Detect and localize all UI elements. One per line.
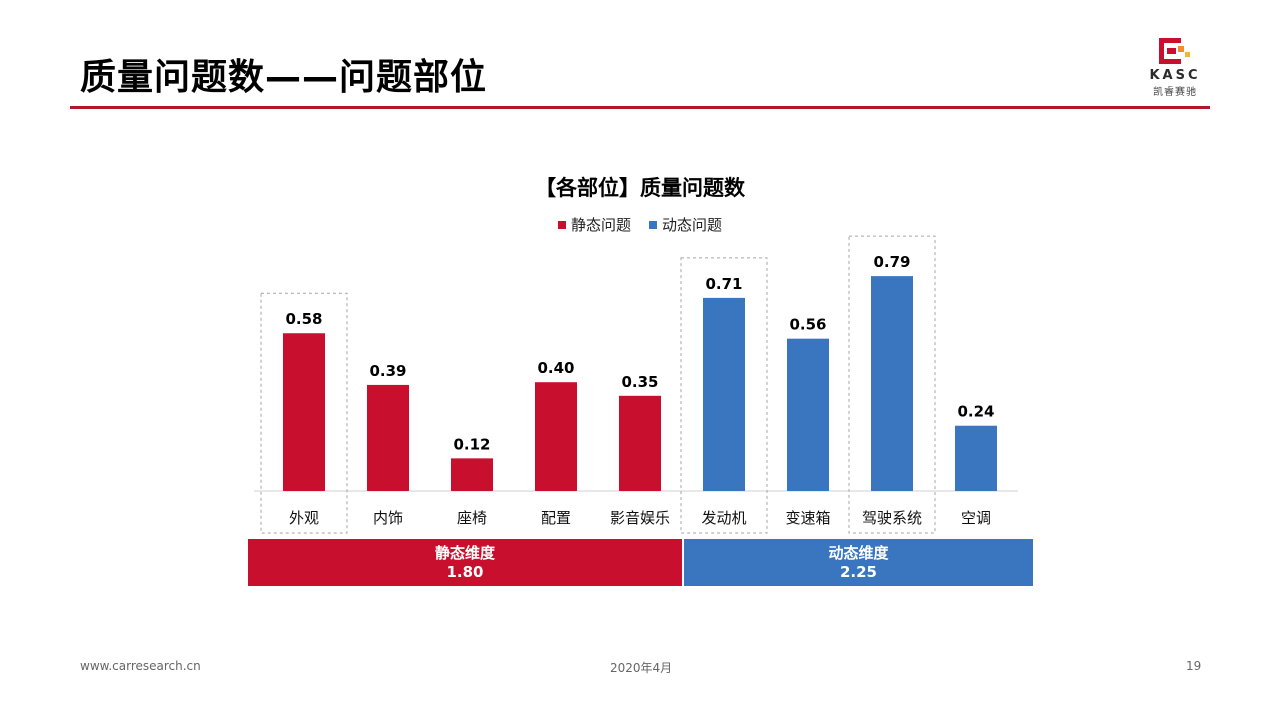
static-dimension-label: 静态维度 <box>434 543 495 562</box>
dynamic-dimension-band: 动态维度 2.25 <box>684 539 1033 586</box>
page-title: 质量问题数——问题部位 <box>80 57 488 98</box>
legend-item-dynamic: 动态问题 <box>649 214 722 235</box>
data-label-驾驶系统: 0.79 <box>873 253 910 271</box>
legend-swatch-static <box>557 220 566 229</box>
data-label-变速箱: 0.56 <box>789 316 826 334</box>
bar-外观 <box>283 333 325 491</box>
data-label-内饰: 0.39 <box>369 362 406 380</box>
bar-驾驶系统 <box>871 276 913 491</box>
logo-mark-icon <box>1159 38 1190 64</box>
category-label-空调: 空调 <box>961 509 991 527</box>
chart-title: 【各部位】质量问题数 <box>535 176 745 200</box>
dynamic-dimension-label: 动态维度 <box>828 543 889 562</box>
highlight-box-发动机 <box>680 257 768 534</box>
data-label-发动机: 0.71 <box>705 275 742 293</box>
category-label-变速箱: 变速箱 <box>785 509 830 527</box>
dynamic-dimension-value: 2.25 <box>839 562 877 581</box>
bar-发动机 <box>703 297 745 491</box>
data-label-外观: 0.58 <box>285 310 322 328</box>
legend-item-static: 静态问题 <box>557 214 631 235</box>
category-label-驾驶系统: 驾驶系统 <box>862 509 922 527</box>
category-label-外观: 外观 <box>289 509 319 527</box>
category-label-发动机: 发动机 <box>701 509 746 527</box>
logo-subtitle: 凯睿赛驰 <box>1153 87 1197 98</box>
bar-空调 <box>955 425 997 491</box>
category-label-影音娱乐: 影音娱乐 <box>610 509 670 527</box>
footer-website: www.carresearch.cn <box>80 659 201 673</box>
bar-内饰 <box>367 384 409 491</box>
category-label-配置: 配置 <box>541 509 571 527</box>
data-label-影音娱乐: 0.35 <box>621 373 658 391</box>
footer-page-number: 19 <box>1186 659 1202 673</box>
static-dimension-band: 静态维度 1.80 <box>248 539 682 586</box>
legend-label-static: 静态问题 <box>570 216 631 234</box>
legend-label-dynamic: 动态问题 <box>662 216 723 234</box>
category-label-内饰: 内饰 <box>373 509 403 527</box>
title-underline <box>70 106 1210 109</box>
chart-legend: 静态问题 动态问题 <box>0 214 1280 235</box>
static-dimension-value: 1.80 <box>446 562 484 581</box>
category-label-座椅: 座椅 <box>457 509 487 527</box>
footer-date: 2020年4月 <box>610 661 673 675</box>
bar-变速箱 <box>787 338 829 491</box>
bar-影音娱乐 <box>619 395 661 491</box>
data-label-空调: 0.24 <box>957 403 994 421</box>
bar-座椅 <box>451 458 493 491</box>
kasc-logo: KASC 凯睿赛驰 <box>1138 36 1212 98</box>
data-label-座椅: 0.12 <box>453 435 490 453</box>
logo-wordmark: KASC <box>1149 68 1201 83</box>
highlight-box-外观 <box>260 292 348 534</box>
highlight-box-驾驶系统 <box>848 235 936 534</box>
bar-配置 <box>535 382 577 491</box>
data-label-配置: 0.40 <box>537 359 574 377</box>
legend-swatch-dynamic <box>649 220 657 229</box>
